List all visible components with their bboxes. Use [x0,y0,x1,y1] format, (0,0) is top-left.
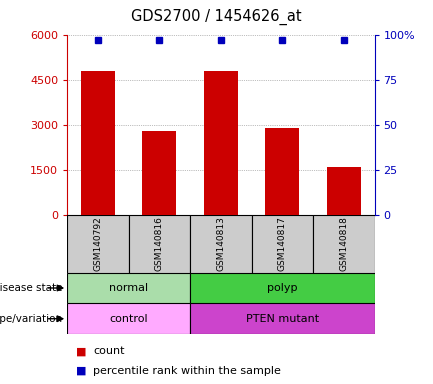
Bar [204,71,238,215]
Bar [313,215,375,273]
Bar [327,167,361,215]
Bar [142,131,176,215]
Bar [265,128,299,215]
Bar [67,303,190,334]
Text: GSM140816: GSM140816 [155,217,164,271]
Text: PTEN mutant: PTEN mutant [246,314,319,324]
Text: GSM140813: GSM140813 [216,217,225,271]
Bar [67,215,129,273]
Text: GSM140792: GSM140792 [94,217,102,271]
Text: disease state: disease state [0,283,63,293]
Text: genotype/variation: genotype/variation [0,314,63,324]
Bar [252,215,313,273]
Bar [190,303,375,334]
Text: control: control [109,314,148,324]
Text: percentile rank within the sample: percentile rank within the sample [93,366,281,376]
Text: GSM140818: GSM140818 [339,217,348,271]
Bar [129,215,190,273]
Bar [67,273,190,303]
Text: count: count [93,346,125,356]
Text: GSM140817: GSM140817 [278,217,287,271]
Bar [190,273,375,303]
Text: normal: normal [109,283,148,293]
Bar [81,71,115,215]
Bar [190,215,252,273]
Text: GDS2700 / 1454626_at: GDS2700 / 1454626_at [131,9,302,25]
Text: ■: ■ [76,346,86,356]
Text: ■: ■ [76,366,86,376]
Text: polyp: polyp [267,283,297,293]
